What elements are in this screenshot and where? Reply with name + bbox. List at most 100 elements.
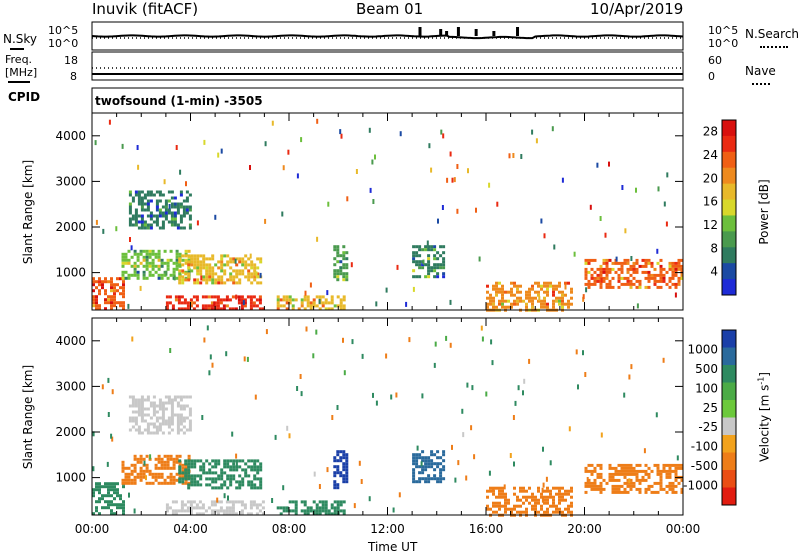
vel-cell xyxy=(219,509,223,513)
power-cell xyxy=(259,257,263,261)
vel-cell xyxy=(590,469,594,473)
power-scatter xyxy=(535,138,538,144)
power-cell xyxy=(605,261,609,265)
vel-cell xyxy=(155,428,159,432)
power-scatter xyxy=(234,258,237,264)
noise-right-top-tick: 10^5 xyxy=(708,24,739,37)
vel-cell xyxy=(161,413,165,417)
vel-cell xyxy=(134,398,138,402)
power-cell xyxy=(253,278,257,282)
power-cell xyxy=(546,281,549,285)
power-cell xyxy=(177,298,181,302)
vel-cell xyxy=(216,509,220,513)
vel-scatter xyxy=(421,393,424,399)
vel-cell xyxy=(217,462,221,466)
vel-cell xyxy=(558,501,561,505)
vel-cell xyxy=(214,465,218,469)
power-scatter xyxy=(300,137,303,143)
power-cell xyxy=(525,296,528,300)
power-scatter xyxy=(115,226,118,232)
power-cell xyxy=(561,305,564,309)
power-cell xyxy=(339,272,343,276)
vel-cell xyxy=(169,478,173,482)
vel-cell xyxy=(342,477,346,481)
velocity-colorbar-tick: -25 xyxy=(698,420,718,434)
power-cell xyxy=(516,290,519,294)
power-cell xyxy=(644,264,648,268)
power-cell xyxy=(202,278,206,282)
vel-cell xyxy=(179,428,183,432)
power-cell xyxy=(196,266,200,270)
vel-cell xyxy=(644,472,648,476)
nave-dots xyxy=(752,83,770,85)
power-cell xyxy=(671,270,675,274)
power-cell xyxy=(113,301,116,305)
power-cell xyxy=(501,284,504,288)
power-cell xyxy=(207,307,211,311)
vel-cell xyxy=(333,512,337,516)
power-cell xyxy=(336,275,340,279)
vel-cell xyxy=(154,463,158,467)
power-cell xyxy=(166,276,170,280)
vel-cell xyxy=(142,457,146,461)
power-cell xyxy=(193,257,197,261)
vel-cell xyxy=(504,510,507,514)
power-cell xyxy=(433,245,437,249)
power-cell xyxy=(228,298,232,302)
vel-scatter xyxy=(313,471,316,477)
vel-cell xyxy=(492,492,495,496)
power-cell xyxy=(188,223,192,227)
power-cell xyxy=(174,295,178,299)
power-cell xyxy=(164,217,168,221)
power-cell xyxy=(184,249,188,253)
vel-cell xyxy=(665,472,669,476)
vel-cell xyxy=(333,474,337,478)
vel-cell xyxy=(623,481,627,485)
power-cell xyxy=(259,260,263,264)
vel-scatter xyxy=(445,335,448,341)
vel-cell xyxy=(104,485,107,489)
vel-cell xyxy=(659,481,663,485)
power-scatter xyxy=(446,177,449,183)
power-cell xyxy=(157,255,161,259)
power-cell xyxy=(342,263,346,267)
power-cell xyxy=(650,264,654,268)
power-cell xyxy=(220,266,224,270)
vel-cell xyxy=(596,472,600,476)
power-cell xyxy=(430,248,434,252)
power-cell xyxy=(495,281,498,285)
power-cell xyxy=(176,205,180,209)
vel-cell xyxy=(157,472,161,476)
vel-cell xyxy=(418,465,422,469)
power-cell xyxy=(185,190,189,194)
power-cell xyxy=(160,264,164,268)
vel-cell xyxy=(217,486,221,490)
vel-cell xyxy=(121,463,125,467)
vel-scatter xyxy=(110,433,113,439)
vel-cell xyxy=(190,483,194,487)
vel-cell xyxy=(345,468,349,472)
vel-cell xyxy=(167,395,171,399)
vel-cell xyxy=(641,469,645,473)
power-cell xyxy=(151,258,155,262)
power-cell xyxy=(202,254,206,258)
vel-scatter xyxy=(296,386,299,391)
vel-cell xyxy=(620,472,624,476)
vel-cell xyxy=(95,488,98,492)
power-cell xyxy=(231,295,235,299)
power-cell xyxy=(671,264,675,268)
vel-cell xyxy=(196,483,200,487)
power-cell xyxy=(202,260,206,264)
vel-cell xyxy=(336,459,340,463)
power-cell xyxy=(427,263,431,267)
vel-cell xyxy=(164,407,168,411)
power-cell xyxy=(211,281,215,285)
power-cell xyxy=(170,220,174,224)
vel-cell xyxy=(229,459,233,463)
power-cell xyxy=(498,302,501,306)
vel-cell xyxy=(516,504,519,508)
vel-cell xyxy=(415,480,419,484)
power-cell xyxy=(216,304,220,308)
power-cell xyxy=(495,293,498,297)
vel-cell xyxy=(188,422,192,426)
